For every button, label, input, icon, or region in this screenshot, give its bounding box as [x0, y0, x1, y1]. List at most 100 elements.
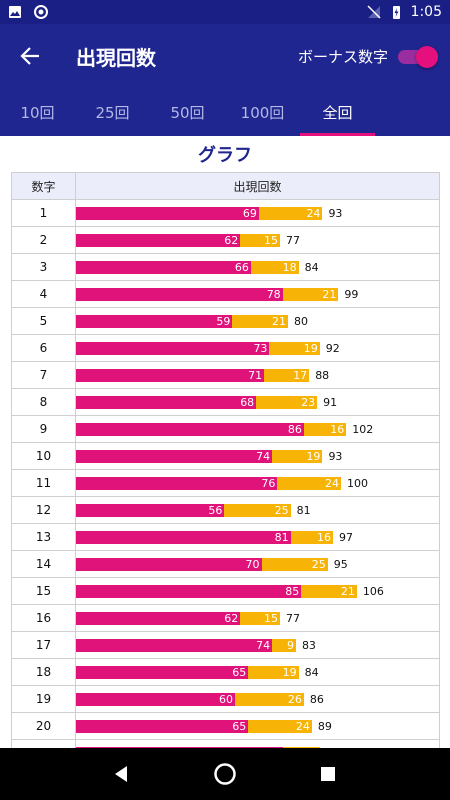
row-bar-cell: 81 16 97: [75, 523, 440, 551]
row-number: 6: [11, 334, 76, 362]
total-count-label: 81: [296, 504, 311, 517]
table-row: 3 66 18 84: [11, 253, 440, 281]
bonus-count-bar: 26: [235, 693, 304, 706]
bonus-toggle[interactable]: [398, 46, 438, 68]
table-row: 19 60 26 86: [11, 685, 440, 713]
tab-100[interactable]: 100回: [240, 103, 285, 122]
stacked-bar: 7814 92: [76, 740, 439, 748]
nav-recents-button[interactable]: [313, 759, 343, 789]
battery-charging-icon: [392, 6, 400, 19]
row-bar-cell: 59 21 80: [75, 307, 440, 335]
bonus-count-bar: 9: [272, 639, 296, 652]
row-bar-cell: 7814 92: [75, 739, 440, 748]
table-row: 217814 92: [11, 739, 440, 748]
table-row: 9 86 16 102: [11, 415, 440, 443]
tab-50[interactable]: 50回: [170, 103, 205, 122]
row-bar-cell: 60 26 86: [75, 685, 440, 713]
nav-back-button[interactable]: [107, 759, 137, 789]
tab-all[interactable]: 全回: [300, 88, 375, 136]
period-tabs: 10回 25回 50回 100回 全回: [0, 88, 450, 136]
bonus-count-bar: 24: [248, 720, 312, 733]
total-count-label: 84: [304, 666, 319, 679]
total-count-label: 77: [286, 234, 301, 247]
table-row: 8 68 23 91: [11, 388, 440, 416]
app-bar: 出現回数 ボーナス数字: [0, 24, 450, 88]
total-count-label: 93: [328, 450, 343, 463]
row-number: 11: [11, 469, 76, 497]
row-bar-cell: 65 19 84: [75, 658, 440, 686]
row-bar-cell: 76 24 100: [75, 469, 440, 497]
table-row: 16 62 15 77: [11, 604, 440, 632]
square-recents-icon: [321, 767, 336, 781]
bonus-count-bar: 19: [269, 342, 320, 355]
row-number: 14: [11, 550, 76, 578]
bonus-count-bar: 21: [282, 288, 339, 301]
circle-notification-icon: [34, 5, 48, 19]
stacked-bar: 68 23 91: [76, 389, 439, 415]
table-row: 6 73 19 92: [11, 334, 440, 362]
stacked-bar: 74 9 83: [76, 632, 439, 658]
bonus-count-bar: 15: [240, 612, 281, 625]
status-bar: 1:05: [0, 0, 450, 24]
back-button[interactable]: [0, 24, 60, 88]
bonus-count-bar: 25: [261, 558, 328, 571]
tab-10[interactable]: 10回: [20, 103, 55, 122]
total-count-label: 95: [333, 558, 348, 571]
stacked-bar: 85 21 106: [76, 578, 439, 604]
stacked-bar: 66 18 84: [76, 254, 439, 280]
stacked-bar: 76 24 100: [76, 470, 439, 496]
total-count-label: 91: [323, 396, 338, 409]
table-row: 10 74 19 93: [11, 442, 440, 470]
total-count-label: 86: [309, 693, 324, 706]
row-bar-cell: 85 21 106: [75, 577, 440, 605]
table-row: 7 71 17 88: [11, 361, 440, 389]
main-count-bar: 74: [76, 450, 273, 463]
main-count-bar: 66: [76, 261, 251, 274]
tab-indicator: [300, 133, 375, 136]
stacked-bar: 74 19 93: [76, 443, 439, 469]
bonus-count-bar: 24: [258, 207, 323, 220]
table-row: 2 62 15 77: [11, 226, 440, 254]
table-row: 17 74 9 83: [11, 631, 440, 659]
main-count-bar: 74: [76, 639, 273, 652]
row-bar-cell: 73 19 92: [75, 334, 440, 362]
total-count-label: 83: [301, 639, 316, 652]
main-count-bar: 68: [76, 396, 257, 409]
row-number: 20: [11, 712, 76, 740]
stacked-bar: 69 24 93: [76, 200, 439, 226]
total-count-label: 93: [328, 207, 343, 220]
bonus-toggle-label: ボーナス数字: [297, 47, 388, 66]
total-count-label: 77: [286, 612, 301, 625]
total-count-label: 106: [362, 585, 384, 598]
nav-home-button[interactable]: [210, 759, 240, 789]
main-count-bar: 62: [76, 612, 241, 625]
main-count-bar: 86: [76, 423, 304, 436]
main-count-bar: 56: [76, 504, 225, 517]
bonus-count-bar: 15: [240, 234, 281, 247]
main-count-bar: 62: [76, 234, 241, 247]
row-number: 18: [11, 658, 76, 686]
row-number: 21: [11, 739, 76, 748]
bonus-count-bar: 21: [232, 315, 288, 328]
no-signal-icon: [367, 5, 381, 19]
row-bar-cell: 56 25 81: [75, 496, 440, 524]
row-bar-cell: 70 25 95: [75, 550, 440, 578]
stacked-bar: 60 26 86: [76, 686, 439, 712]
tab-25[interactable]: 25回: [95, 103, 130, 122]
row-bar-cell: 71 17 88: [75, 361, 440, 389]
total-count-label: 80: [294, 315, 308, 328]
stacked-bar: 62 15 77: [76, 605, 439, 631]
main-count-bar: 81: [76, 531, 291, 544]
row-number: 2: [11, 226, 76, 254]
stacked-bar: 59 21 80: [76, 308, 439, 334]
row-number: 4: [11, 280, 76, 308]
row-number: 12: [11, 496, 76, 524]
row-number: 7: [11, 361, 76, 389]
row-number: 10: [11, 442, 76, 470]
total-count-label: 84: [304, 261, 319, 274]
main-count-bar: 65: [76, 666, 249, 679]
arrow-back-icon: [20, 47, 39, 65]
table-row: 11 76 24 100: [11, 469, 440, 497]
content-scroll[interactable]: グラフ 数字 出現回数 1 69 24 93 2 62 15 77 3 66 18 84 4 78 21 99…: [0, 136, 450, 748]
table-row: 5 59 21 80: [11, 307, 440, 335]
